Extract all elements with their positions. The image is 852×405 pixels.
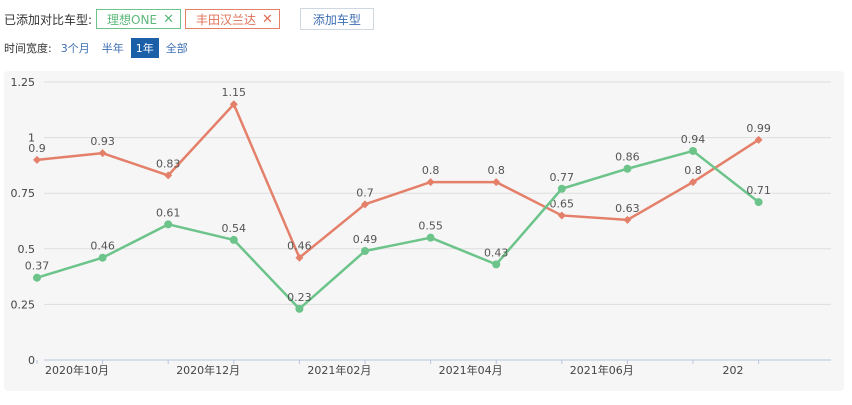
data-label: 0.55 [418,220,443,233]
data-point [754,135,763,144]
data-point [623,215,632,224]
data-point [557,211,566,220]
data-label: 0.46 [287,240,312,253]
data-point [689,178,697,187]
range-option-all[interactable]: 全部 [165,42,188,55]
data-point [229,235,238,244]
x-tick-label: 2020年10月 [45,363,109,377]
model-tag-highlander[interactable]: 丰田汉兰达 ✕ [184,9,280,29]
data-label: 0.65 [550,197,575,210]
data-point [295,304,304,313]
data-label: 0.61 [156,206,181,219]
data-label: 0.93 [90,135,115,148]
data-label: 1.15 [222,86,247,99]
data-point [689,146,697,155]
compare-models-label: 已添加对比车型: [4,12,93,27]
y-tick-label: 1 [28,132,35,145]
data-point [754,198,763,207]
data-label: 0.83 [156,157,181,170]
data-point [492,260,501,269]
model-tag-label: 丰田汉兰达 [195,12,256,27]
data-point [33,155,41,164]
data-point [623,164,632,173]
data-label: 0.99 [746,122,771,135]
data-point [164,171,173,180]
data-label: 0.43 [484,246,509,259]
x-tick-label: 2021年02月 [307,363,371,377]
close-icon[interactable]: ✕ [261,11,273,27]
add-model-button[interactable]: 添加车型 [299,8,374,30]
model-tag-lixiang-one[interactable]: 理想ONE ✕ [96,9,181,29]
data-point [361,247,369,256]
data-label: 0.49 [353,233,378,246]
data-label: 0.86 [615,151,640,164]
line-chart: 0 0.25 0.5 0.75 1 1.25 2020年10月 2020年12月 2021年02… [11,76,831,377]
time-range-label: 时间宽度: [4,42,52,55]
x-tick-label: 2021年04月 [439,363,503,377]
data-point [33,273,41,282]
x-tick-label: 2020年12月 [176,363,240,377]
data-point [164,220,173,229]
data-label: 0.71 [746,184,771,197]
data-point [229,100,238,109]
x-tick-label: 2021年06月 [570,363,634,377]
model-tag-label: 理想ONE [107,12,158,27]
data-point [492,178,501,187]
data-point [295,253,304,262]
data-point [98,253,107,262]
data-point [426,233,435,242]
line-chart-panel: 0 0.25 0.5 0.75 1 1.25 2020年10月 2020年12月 2021年02… [4,71,844,391]
data-label: 0.9 [28,142,46,155]
data-label: 0.54 [222,222,247,235]
range-option-1-year[interactable]: 1年 [130,38,159,58]
data-label: 0.46 [90,240,115,253]
close-icon[interactable]: ✕ [163,11,174,27]
y-tick-label: 1.25 [11,76,36,89]
series-line [36,102,760,259]
y-tick-label: 0.5 [18,243,36,256]
series-line [36,149,760,311]
data-label: 0.37 [25,260,50,273]
data-point [426,178,435,187]
data-label: 0.7 [356,186,374,199]
data-label: 0.63 [615,202,640,215]
y-tick-label: 0 [28,354,35,367]
data-label: 0.8 [487,164,505,177]
data-label: 0.8 [684,164,702,177]
range-option-half-year[interactable]: 半年 [101,42,124,55]
compare-models-bar: 已添加对比车型: 理想ONE ✕ 丰田汉兰达 ✕ 添加车型 [4,8,374,30]
y-tick-label: 0.25 [11,298,36,311]
data-label: 0.94 [681,133,706,146]
data-label: 0.23 [287,291,312,304]
data-label: 0.77 [550,171,575,184]
time-range-bar: 时间宽度: 3个月 半年 1年 全部 [4,38,195,58]
x-tick-label: 202 [723,364,744,377]
data-label: 0.8 [422,164,440,177]
data-point [98,149,107,158]
data-point [361,200,369,209]
range-option-3-months[interactable]: 3个月 [60,42,90,55]
y-tick-label: 0.75 [11,187,36,200]
data-point [557,184,566,193]
